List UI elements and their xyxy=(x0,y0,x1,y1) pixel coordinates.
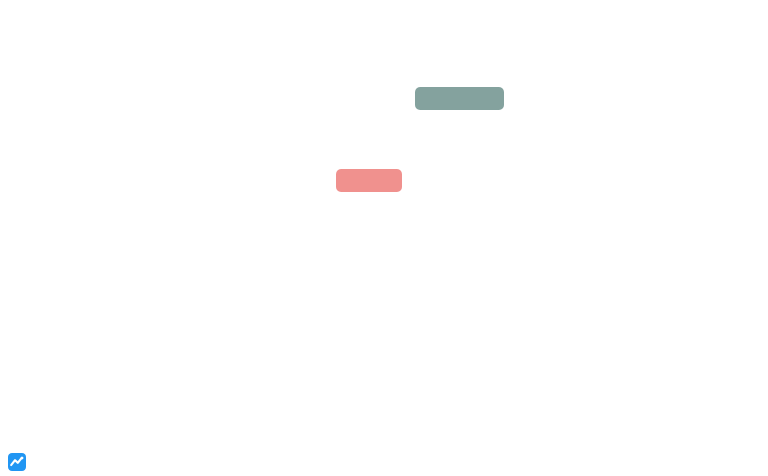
footer xyxy=(8,453,33,471)
ma9-callout[interactable] xyxy=(336,169,402,192)
ma21-callout[interactable] xyxy=(415,87,504,110)
tradingview-logo-icon[interactable] xyxy=(8,453,26,471)
